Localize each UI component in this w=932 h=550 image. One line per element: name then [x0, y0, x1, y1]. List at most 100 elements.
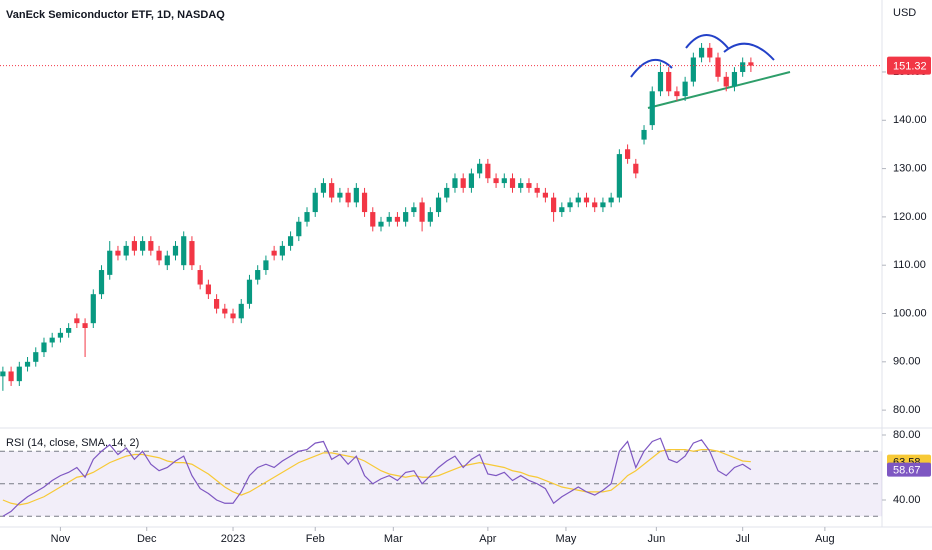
candle-body	[0, 371, 6, 377]
candle-body	[337, 192, 343, 198]
y-tick-label: 120.00	[893, 211, 927, 223]
candle-body	[477, 163, 483, 174]
y-tick-label: 140.00	[893, 114, 927, 126]
candle-body	[460, 178, 466, 188]
candle-body	[485, 163, 491, 179]
candle-body	[707, 47, 713, 58]
x-tick-label: Dec	[137, 533, 157, 545]
y-tick-label: 40.00	[893, 494, 921, 506]
head	[685, 34, 729, 49]
pattern-annotation	[630, 34, 791, 109]
candle-body	[8, 371, 14, 382]
candle-body	[403, 212, 409, 222]
candle-body	[197, 270, 203, 285]
y-tick-label: 80.00	[893, 404, 921, 416]
candle-body	[304, 212, 310, 222]
candle-body	[633, 163, 639, 174]
candle-body	[715, 57, 721, 77]
candle-body	[394, 216, 401, 222]
y-tick-label: 110.00	[893, 259, 926, 271]
candle-body	[444, 187, 450, 198]
candle-body	[657, 71, 664, 92]
candle-body	[238, 303, 244, 319]
candle-body	[674, 91, 680, 97]
candle-body	[559, 207, 565, 213]
x-tick-label: Nov	[51, 533, 71, 545]
candle-body	[140, 241, 146, 251]
candle-body	[723, 76, 729, 87]
candle-body	[567, 202, 573, 208]
candle-body	[534, 187, 540, 193]
candle-body	[411, 207, 417, 213]
candle-body	[230, 313, 236, 319]
candle-body	[583, 197, 590, 203]
candle-body	[526, 183, 532, 188]
candle-body	[57, 332, 64, 338]
x-tick-label: Jun	[647, 533, 665, 545]
candle-body	[740, 62, 746, 72]
candle-body	[24, 361, 31, 367]
x-tick-label: Aug	[815, 533, 835, 545]
candle-body	[329, 183, 335, 198]
candle-body	[271, 250, 277, 256]
candle-body	[33, 352, 39, 362]
candle-body	[682, 81, 688, 97]
candle-body	[123, 245, 129, 256]
candle-body	[16, 366, 22, 382]
candle-body	[107, 250, 113, 275]
left-shoulder	[630, 58, 673, 78]
candle-body	[74, 318, 80, 324]
candle-body	[98, 270, 105, 295]
candle-body	[378, 221, 384, 227]
right-shoulder	[723, 42, 775, 61]
candle-body	[41, 342, 47, 353]
y-tick-label: 130.00	[893, 162, 927, 174]
candle-body	[468, 173, 475, 188]
candle-body	[353, 187, 359, 203]
y-tick-label: 80.00	[893, 429, 921, 441]
x-tick-label: 2023	[221, 533, 245, 545]
candle-body	[361, 192, 368, 213]
y-tick-label: 90.00	[893, 356, 921, 368]
chart-title: VanEck Semiconductor ETF, 1D, NASDAQ	[6, 9, 225, 21]
candle-body	[509, 178, 516, 188]
candle-body	[748, 62, 754, 66]
neckline	[647, 71, 791, 109]
rsi-line	[2, 437, 752, 517]
candle-body	[255, 270, 261, 280]
candle-body	[172, 245, 179, 256]
candle-body	[66, 328, 72, 333]
candle-body	[452, 178, 458, 188]
candle-body	[435, 197, 442, 213]
candle-body	[49, 337, 55, 343]
candle-body	[205, 284, 211, 295]
candle-body	[312, 192, 318, 213]
candle-body	[698, 47, 705, 58]
x-tick-label: Apr	[479, 533, 496, 545]
candle-body	[213, 299, 220, 309]
candle-body	[386, 216, 392, 222]
candle-body	[575, 197, 581, 203]
candle-body	[90, 294, 96, 324]
candle-body	[518, 183, 524, 188]
candle-body	[189, 241, 195, 266]
last-value-box	[887, 462, 931, 477]
candle-body	[287, 236, 294, 246]
x-tick-label: Jul	[736, 533, 750, 545]
candle-body	[131, 241, 137, 251]
rsi-title: RSI (14, close, SMA, 14, 2)	[6, 437, 139, 449]
candle-body	[690, 57, 696, 82]
candle-body	[427, 212, 433, 222]
candle-body	[666, 71, 672, 92]
candle-body	[156, 250, 162, 261]
candle-body	[148, 241, 154, 251]
candle-body	[345, 192, 351, 203]
candle-body	[296, 221, 302, 237]
currency: USD	[893, 7, 916, 19]
x-tick-label: May	[556, 533, 577, 545]
candle-body	[263, 260, 269, 271]
candle-body	[164, 255, 170, 266]
last-price-box	[887, 56, 931, 75]
